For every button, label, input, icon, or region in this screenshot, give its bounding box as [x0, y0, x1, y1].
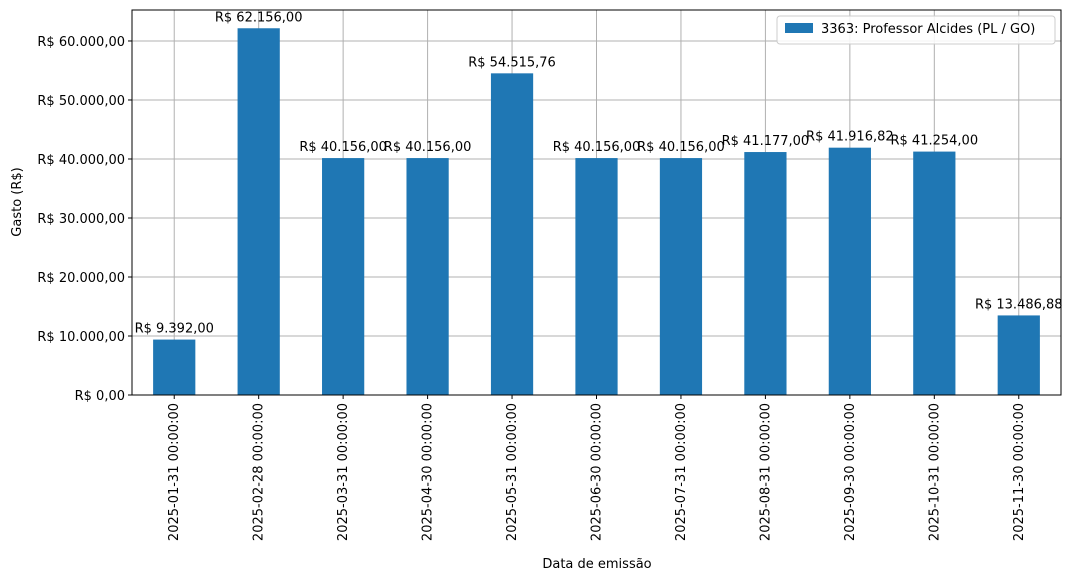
bar-value-label: R$ 62.156,00: [215, 10, 303, 25]
x-tick-label: 2025-04-30 00:00:00: [421, 403, 436, 541]
x-tick-label: 2025-08-31 00:00:00: [758, 403, 773, 541]
x-axis-label: Data de emissão: [542, 557, 651, 572]
bar-value-label: R$ 40.156,00: [384, 140, 472, 155]
x-tick-label: 2025-03-31 00:00:00: [336, 403, 351, 541]
bar: [913, 151, 956, 395]
y-tick-label: R$ 60.000,00: [37, 35, 125, 50]
bar-value-label: R$ 41.177,00: [722, 134, 810, 149]
bar-value-label: R$ 40.156,00: [637, 140, 725, 155]
x-tick-label: 2025-10-31 00:00:00: [927, 403, 942, 541]
data-labels-layer: R$ 9.392,00R$ 62.156,00R$ 40.156,00R$ 40…: [135, 10, 1063, 336]
legend-swatch: [785, 23, 813, 33]
bars-layer: [153, 28, 1040, 396]
bar-value-label: R$ 40.156,00: [299, 140, 387, 155]
bar-value-label: R$ 54.515,76: [468, 55, 556, 70]
x-tick-label: 2025-06-30 00:00:00: [590, 403, 605, 541]
bar: [406, 158, 449, 395]
x-tick-label: 2025-01-31 00:00:00: [167, 403, 182, 541]
bar: [490, 73, 534, 396]
bar-value-label: R$ 40.156,00: [553, 140, 641, 155]
x-axis: 2025-01-31 00:00:00 2025-02-28 00:00:00 20…: [167, 395, 1027, 541]
bar: [744, 152, 787, 395]
bar-value-label: R$ 41.916,82: [806, 130, 894, 145]
x-tick-label: 2025-05-31 00:00:00: [505, 403, 520, 541]
legend-entry: 3363: Professor Alcides (PL / GO): [821, 22, 1035, 37]
x-tick-label: 2025-09-30 00:00:00: [843, 403, 858, 541]
bar-value-label: R$ 9.392,00: [135, 322, 214, 337]
bar-value-label: R$ 13.486,88: [975, 297, 1063, 312]
y-axis: R$ 0,00 R$ 10.000,00 R$ 20.000,00 R$ 30.000…: [37, 35, 132, 404]
y-tick-label: R$ 40.000,00: [37, 153, 125, 168]
bar: [237, 28, 280, 395]
bar: [997, 315, 1040, 395]
bar: [828, 147, 871, 395]
x-tick-label: 2025-07-31 00:00:00: [674, 403, 689, 541]
y-tick-label: R$ 10.000,00: [37, 330, 125, 345]
legend-box: [776, 15, 1056, 45]
y-tick-label: R$ 30.000,00: [37, 212, 125, 227]
y-axis-label: Gasto (R$): [10, 167, 25, 236]
legend: 3363: Professor Alcides (PL / GO): [776, 15, 1056, 45]
bar: [322, 158, 365, 395]
bar: [153, 339, 196, 395]
y-tick-label: R$ 50.000,00: [37, 94, 125, 109]
y-tick-label: R$ 0,00: [75, 389, 125, 404]
y-tick-label: R$ 20.000,00: [37, 271, 125, 286]
bar: [659, 158, 703, 395]
bar-value-label: R$ 41.254,00: [891, 134, 979, 149]
bar: [575, 158, 618, 395]
x-tick-label: 2025-11-30 00:00:00: [1012, 403, 1027, 541]
x-tick-label: 2025-02-28 00:00:00: [252, 403, 267, 541]
